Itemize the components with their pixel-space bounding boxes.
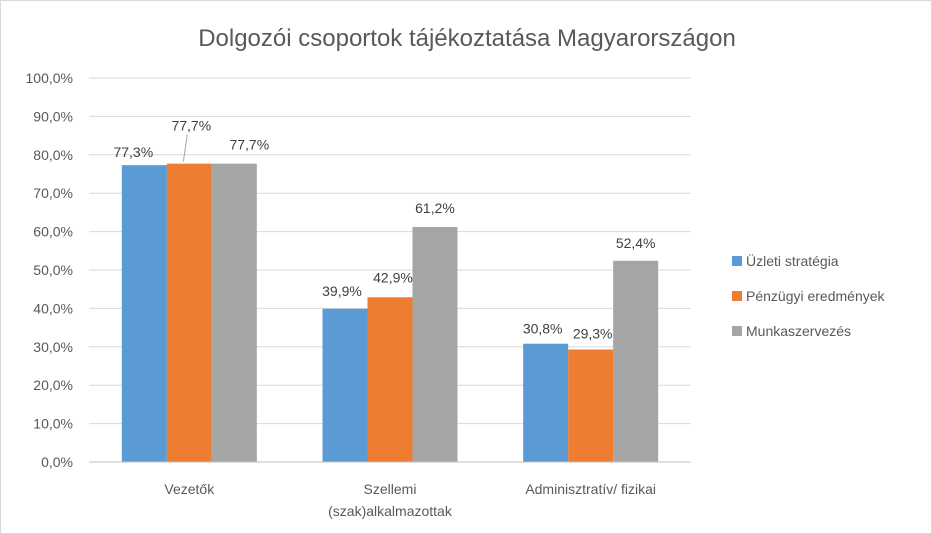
bar (121, 165, 167, 462)
legend-label: Üzleti stratégia (746, 252, 839, 269)
legend-swatch (732, 326, 742, 336)
data-label: 77,7% (229, 137, 269, 153)
legend-label: Munkaszervezés (746, 323, 851, 339)
data-label: 77,3% (113, 144, 153, 160)
y-tick-label: 90,0% (33, 108, 73, 124)
y-tick-label: 10,0% (33, 416, 73, 432)
bar (568, 349, 614, 462)
legend: Üzleti stratégia Pénzügyi eredmények Munka… (732, 252, 886, 339)
y-tick-label: 60,0% (33, 224, 73, 240)
y-tick-label: 20,0% (33, 377, 73, 393)
bar (412, 226, 458, 462)
chart-title: Dolgozói csoportok tájékoztatása Magyaro… (198, 25, 736, 52)
bar (211, 163, 257, 462)
bar (166, 163, 212, 462)
legend-swatch (732, 291, 742, 301)
x-category-label: (szak)alkalmazottak (328, 503, 453, 519)
leader-line (182, 134, 188, 162)
y-tick-label: 70,0% (33, 185, 73, 201)
bar (523, 343, 569, 462)
data-label: 30,8% (523, 321, 563, 337)
data-labels: 77,3% 77,7% 77,7% 39,9% 42,9% 61,2% 30,8% 29,3%… (113, 118, 655, 342)
legend-swatch (732, 256, 742, 266)
bar (613, 260, 659, 462)
bar (322, 308, 368, 462)
y-tick-label: 0,0% (41, 454, 73, 470)
x-category-label: Adminisztratív/ fizikai (525, 481, 656, 497)
data-label: 61,2% (415, 200, 455, 216)
y-tick-label: 40,0% (33, 300, 73, 316)
y-tick-label: 30,0% (33, 339, 73, 355)
data-label: 29,3% (573, 325, 613, 341)
data-label: 77,7% (171, 118, 211, 134)
data-label: 42,9% (373, 269, 413, 285)
data-label: 52,4% (616, 235, 656, 251)
y-tick-label: 100,0% (26, 70, 73, 86)
axes: 0,0% 10,0% 20,0% 30,0% 40,0% 50,0% 60,0% 70,0% 8… (26, 70, 691, 519)
data-label: 39,9% (322, 283, 362, 299)
legend-label: Pénzügyi eredmények (746, 288, 886, 304)
x-category-label: Szellemi (364, 481, 417, 497)
y-tick-label: 80,0% (33, 147, 73, 163)
x-category-label: Vezetők (164, 481, 215, 497)
bars (121, 163, 659, 462)
bar (367, 297, 413, 462)
y-tick-label: 50,0% (33, 262, 73, 278)
